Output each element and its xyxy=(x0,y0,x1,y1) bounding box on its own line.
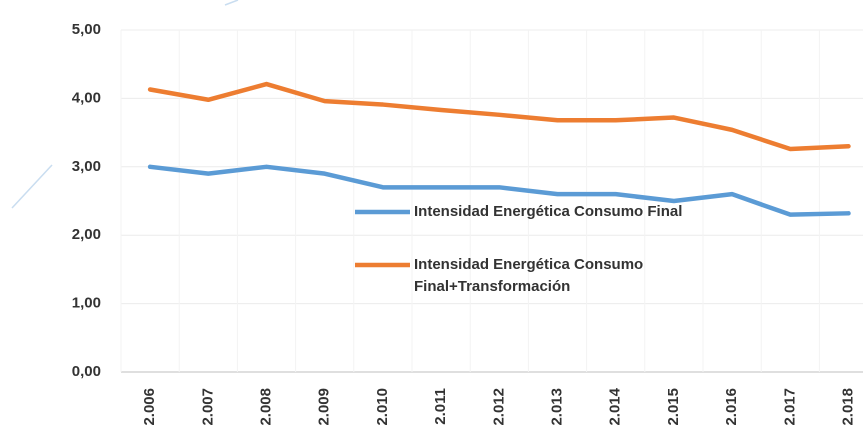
legend-label: Intensidad Energética Consumo Final+Tran… xyxy=(414,256,644,295)
y-tick-label: 2,00 xyxy=(72,226,101,243)
x-tick-label: 2.006 xyxy=(141,388,158,426)
x-tick-label: 2.016 xyxy=(723,388,740,426)
x-tick-label: 2.009 xyxy=(316,388,333,426)
legend-entry: Intensidad Energética Consumo Final xyxy=(414,203,683,220)
x-tick-label: 2.010 xyxy=(374,388,391,426)
x-tick-label: 2.008 xyxy=(257,388,274,426)
y-tick-label: 5,00 xyxy=(72,21,101,38)
decoration xyxy=(11,164,53,209)
legend-entry: Intensidad Energética Consumo Final+Tran… xyxy=(414,256,644,295)
x-tick-label: 2.018 xyxy=(839,388,856,426)
y-tick-label: 0,00 xyxy=(72,363,101,380)
x-tick-label: 2.011 xyxy=(432,388,449,425)
y-tick-label: 1,00 xyxy=(72,295,101,312)
x-tick-label: 2.015 xyxy=(665,388,682,426)
y-tick-label: 4,00 xyxy=(72,89,101,106)
series-line xyxy=(147,164,851,217)
decoration xyxy=(224,0,239,6)
x-tick-label: 2.007 xyxy=(199,388,216,426)
x-tick-label: 2.017 xyxy=(781,388,798,426)
x-tick-label: 2.012 xyxy=(490,388,507,426)
y-tick-label: 3,00 xyxy=(72,158,101,175)
x-tick-label: 2.014 xyxy=(607,387,624,425)
x-tick-label: 2.013 xyxy=(548,388,565,426)
legend-label: Intensidad Energética Consumo Final xyxy=(414,203,683,220)
series-line xyxy=(147,81,851,152)
